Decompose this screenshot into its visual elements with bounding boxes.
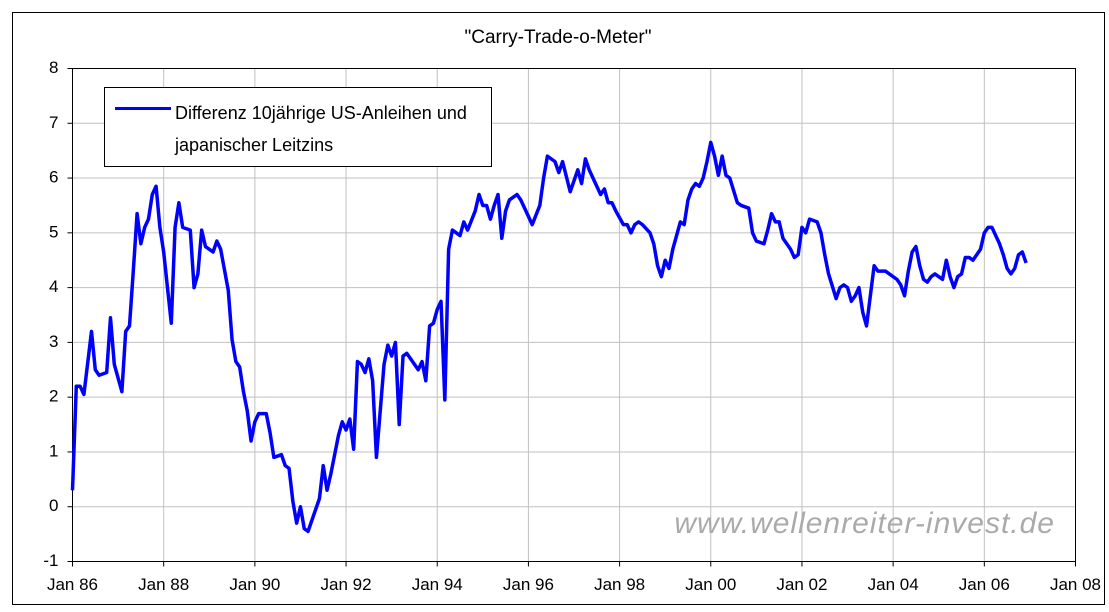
y-tick-label: 8 bbox=[49, 58, 58, 77]
y-tick-label: 7 bbox=[49, 113, 58, 132]
x-tick-label: Jan 92 bbox=[321, 575, 372, 594]
x-tick-label: Jan 06 bbox=[959, 575, 1010, 594]
x-tick-label: Jan 02 bbox=[776, 575, 827, 594]
legend-label: Differenz 10jährige US-Anleihen und japa… bbox=[175, 103, 467, 155]
x-tick-label: Jan 04 bbox=[868, 575, 919, 594]
y-tick-label: 2 bbox=[49, 387, 58, 406]
y-tick-label: 6 bbox=[49, 168, 58, 187]
watermark: www.wellenreiter-invest.de bbox=[674, 507, 1055, 540]
x-tick-label: Jan 96 bbox=[503, 575, 554, 594]
chart-title: "Carry-Trade-o-Meter" bbox=[465, 27, 652, 48]
y-tick-label: 1 bbox=[49, 441, 58, 460]
x-tick-label: Jan 94 bbox=[412, 575, 463, 594]
y-tick-label: -1 bbox=[43, 551, 58, 570]
x-tick-label: Jan 88 bbox=[138, 575, 189, 594]
x-tick-label: Jan 86 bbox=[47, 575, 98, 594]
y-tick-label: 4 bbox=[49, 277, 58, 296]
x-tick-label: Jan 00 bbox=[685, 575, 736, 594]
series-line bbox=[70, 140, 1028, 534]
x-tick-label: Jan 98 bbox=[594, 575, 645, 594]
plot-border bbox=[72, 68, 1076, 562]
y-tick-label: 3 bbox=[49, 332, 58, 351]
x-tick-label: Jan 90 bbox=[229, 575, 280, 594]
marks bbox=[70, 140, 1028, 534]
legend-swatch bbox=[115, 107, 171, 110]
legend: Differenz 10jährige US-Anleihen und japa… bbox=[104, 87, 492, 167]
x-tick-label: Jan 08 bbox=[1050, 575, 1101, 594]
y-tick-label: 0 bbox=[49, 496, 58, 515]
y-tick-label: 5 bbox=[49, 222, 58, 241]
